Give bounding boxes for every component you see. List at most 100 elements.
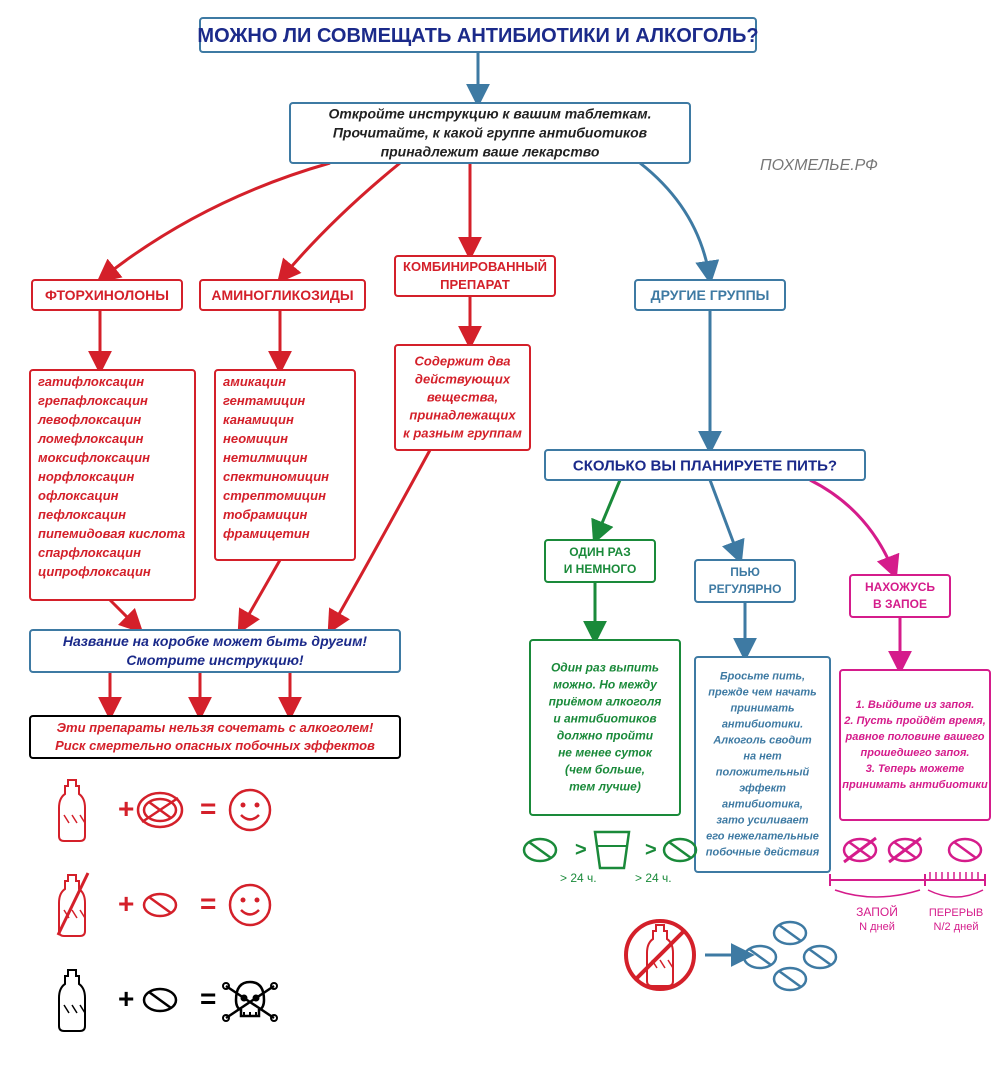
arrow <box>240 560 280 630</box>
node-instr: Откройте инструкцию к вашим таблеткам.Пр… <box>290 103 690 163</box>
arrow <box>710 480 740 560</box>
arrow <box>640 163 710 280</box>
line: его нежелательные <box>706 831 819 843</box>
line: КОМБИНИРОВАННЫЙ <box>403 259 547 274</box>
line: прежде чем начать <box>708 687 816 699</box>
node-ftor_list: гатифлоксацингрепафлоксацинлевофлоксацин… <box>30 370 195 600</box>
line: ПЬЮ <box>730 565 760 579</box>
line: ПРЕПАРАТ <box>440 277 510 292</box>
item: спектиномицин <box>223 469 329 484</box>
label: АМИНОГЛИКОЗИДЫ <box>211 287 353 303</box>
line: РЕГУЛЯРНО <box>709 582 782 596</box>
node-comb: КОМБИНИРОВАННЫЙ ПРЕПАРАТ <box>395 256 555 296</box>
line: действующих <box>415 372 511 387</box>
svg-text:>: > <box>575 839 587 861</box>
label: N/2 дней <box>934 921 979 933</box>
svg-text:=: = <box>200 983 216 1014</box>
svg-text:>: > <box>645 839 657 861</box>
item: ципрофлоксацин <box>38 564 151 579</box>
line: тем лучше) <box>569 780 641 794</box>
line: приёмом алкоголя <box>549 695 662 709</box>
label: > 24 ч. <box>560 871 597 885</box>
item: левофлоксацин <box>37 412 141 427</box>
item: фрамицетин <box>223 526 310 541</box>
line: (чем больше, <box>565 763 645 777</box>
node-zapoy: НАХОЖУСЬ В ЗАПОЕ <box>850 575 950 617</box>
line: 3. Теперь можете <box>866 763 964 775</box>
line: антибиотики. <box>722 719 803 731</box>
node-once_txt: Один раз выпить можно. Но между приёмом ал… <box>530 640 680 815</box>
label: МОЖНО ЛИ СОВМЕЩАТЬ АНТИБИОТИКИ И АЛКОГОЛ… <box>197 25 758 47</box>
line: антибиотика, <box>722 799 803 811</box>
node-regular: ПЬЮ РЕГУЛЯРНО <box>695 560 795 602</box>
line: Риск смертельно опасных побочных эффекто… <box>55 738 375 753</box>
equation-2: += <box>59 970 277 1031</box>
line: эффект <box>739 783 786 795</box>
line: должно пройти <box>557 729 654 743</box>
line: В ЗАПОЕ <box>873 597 927 611</box>
node-howmuch: СКОЛЬКО ВЫ ПЛАНИРУЕТЕ ПИТЬ? <box>545 450 865 480</box>
line: Содержит два <box>415 354 511 369</box>
item: грепафлоксацин <box>38 393 148 408</box>
line: не менее суток <box>558 746 653 760</box>
item: офлоксацин <box>38 488 119 503</box>
label: N дней <box>859 921 895 933</box>
arrow <box>595 480 620 540</box>
arrow <box>110 600 140 630</box>
line: на нет <box>743 751 782 763</box>
svg-text:=: = <box>200 793 216 824</box>
node-amin: АМИНОГЛИКОЗИДЫ <box>200 280 365 310</box>
item: неомицин <box>223 431 288 446</box>
node-zap_txt: 1. Выйдите из запоя.2. Пусть пройдёт вре… <box>840 670 990 820</box>
item: тобрамицин <box>223 507 307 522</box>
svg-text:+: + <box>118 888 134 919</box>
line: равное половине вашего <box>845 731 985 743</box>
label: ПЕРЕРЫВ <box>929 907 983 919</box>
line: принадлежащих <box>409 408 516 423</box>
item: амикацин <box>223 374 286 389</box>
item: канамицин <box>223 412 294 427</box>
line: принимать <box>730 703 794 715</box>
svg-text:+: + <box>118 983 134 1014</box>
item: пипемидовая кислота <box>38 526 185 541</box>
node-other: ДРУГИЕ ГРУППЫ <box>635 280 785 310</box>
magenta-timeline-icon: ЗАПОЙ N дней ПЕРЕРЫВ N/2 дней <box>830 838 985 933</box>
label: > 24 ч. <box>635 871 672 885</box>
label: ЗАПОЙ <box>856 904 898 919</box>
line: и антибиотиков <box>553 712 656 726</box>
line: можно. Но между <box>553 678 658 692</box>
line: принадлежит ваше лекарство <box>381 144 600 160</box>
item: гентамицин <box>223 393 305 408</box>
line: положительный <box>716 767 810 779</box>
svg-text:=: = <box>200 888 216 919</box>
node-once: ОДИН РАЗИ НЕМНОГО <box>545 540 655 582</box>
line: Один раз выпить <box>551 661 659 675</box>
line: зато усиливает <box>716 815 808 827</box>
label: ДРУГИЕ ГРУППЫ <box>651 287 770 303</box>
line: ОДИН РАЗ <box>569 545 630 559</box>
nodes: МОЖНО ЛИ СОВМЕЩАТЬ АНТИБИОТИКИ И АЛКОГОЛ… <box>30 18 990 872</box>
line: Эти препараты нельзя сочетать с алкоголе… <box>57 720 374 735</box>
item: пефлоксацин <box>38 507 126 522</box>
node-reg_txt: Бросьте пить, прежде чем начать принимать а… <box>695 657 830 872</box>
line: принимать антибиотики <box>842 779 988 791</box>
watermark: ПОХМЕЛЬЕ.РФ <box>760 157 878 174</box>
item: моксифлоксацин <box>38 450 150 465</box>
node-warn2: Эти препараты нельзя сочетать с алкоголе… <box>30 716 400 758</box>
node-title: МОЖНО ЛИ СОВМЕЩАТЬ АНТИБИОТИКИ И АЛКОГОЛ… <box>197 18 758 52</box>
blue-stop-icon <box>626 921 836 990</box>
item: ломефлоксацин <box>37 431 144 446</box>
item: норфлоксацин <box>38 469 134 484</box>
line: Название на коробке может быть другим! <box>63 633 368 649</box>
label: ФТОРХИНОЛОНЫ <box>45 287 169 303</box>
item: стрептомицин <box>223 488 326 503</box>
line: вещества, <box>427 390 498 405</box>
equation-1: += <box>58 873 270 936</box>
line: прошедшего запоя. <box>861 747 970 759</box>
line: побочные действия <box>706 847 820 859</box>
arrow <box>810 480 895 575</box>
label: СКОЛЬКО ВЫ ПЛАНИРУЕТЕ ПИТЬ? <box>573 457 837 474</box>
line: Бросьте пить, <box>720 671 805 683</box>
line: НАХОЖУСЬ <box>865 580 935 594</box>
green-timing-icon: > > > 24 ч. > 24 ч. <box>524 832 696 885</box>
